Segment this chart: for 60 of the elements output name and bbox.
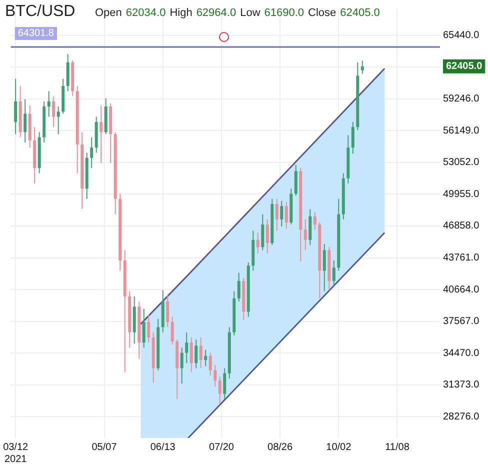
candlestick [52,96,56,128]
x-tick-label: 10/02 [326,442,352,453]
x-tick-label: 03/12 2021 [3,442,29,465]
y-tick-label: 31373.0 [443,380,480,391]
y-tick-label: 65440.0 [443,30,480,42]
candlestick [185,332,188,364]
candlestick [208,352,212,376]
candlestick [275,198,278,232]
candlestick [280,200,284,228]
candlestick [170,316,174,346]
candlestick [266,218,269,254]
y-tick-label: 53052.0 [443,157,480,168]
candlestick [332,260,336,287]
candlestick [142,308,146,348]
candlestick [360,60,364,74]
candlestick [194,338,198,369]
y-tick-label: 49955.0 [443,188,480,200]
x-tick-label: 08/26 [268,442,293,453]
candlestick [304,218,307,251]
candlestick [351,121,354,154]
y-tick-label: 34470.0 [443,348,480,359]
chart-title: BTC/USD [5,3,76,21]
candlestick [56,106,60,135]
text: 62405.0 [446,61,483,72]
candlestick [284,201,288,230]
y-tick-label: 59246.0 [443,94,480,105]
candlestick [261,214,264,251]
candlestick [308,208,312,246]
y-tick-label: 43761.0 [443,252,480,264]
x-tick-label: 07/20 [208,442,234,453]
candlestick [90,136,94,169]
candlestick [24,98,27,143]
candlestick [214,364,217,388]
candlestick [66,54,70,92]
candlestick [204,349,208,367]
candlestick [313,212,316,230]
candlestick [180,347,184,384]
y-tick-label: 40664.0 [443,284,480,296]
candlestick [218,376,222,405]
candlestick [237,272,240,302]
candlestick [166,294,170,328]
candlestick [147,314,150,344]
candlestick [294,164,298,196]
x-tick-label: 06/13 [150,442,176,453]
y-tick-label: 56149.0 [443,125,480,136]
ref-line-label: 64301.8 [18,28,54,40]
candlestick [223,368,226,400]
y-tick-label: 37567.0 [443,316,480,328]
chart-subtitle: Open 62034.0 High 62964.0 Low 61690.0 Close 62405.0 [95,7,380,19]
x-tick-label: 05/07 [92,442,118,453]
candlestick [322,244,326,292]
y-tick-label: 28276.0 [443,411,480,422]
candlestick [199,336,202,369]
y-tick-label: 46858.0 [443,220,480,232]
x-tick-label: 11/08 [385,442,410,453]
candlestick [14,78,18,135]
candlestick [190,336,193,373]
candlestick [100,104,103,164]
candlestick [256,232,260,254]
candlestick [47,90,50,118]
